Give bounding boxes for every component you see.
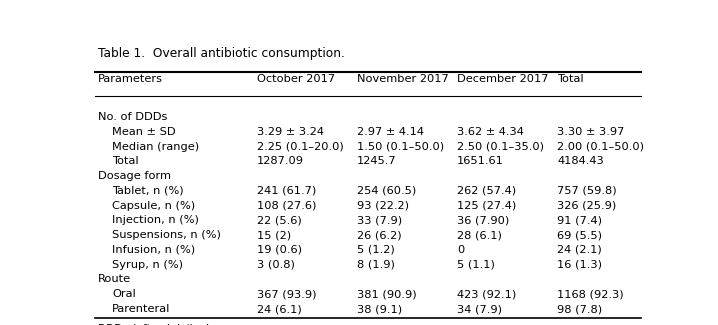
Text: 381 (90.9): 381 (90.9) bbox=[357, 289, 416, 299]
Text: 15 (2): 15 (2) bbox=[257, 230, 291, 240]
Text: 3.30 ± 3.97: 3.30 ± 3.97 bbox=[557, 127, 625, 137]
Text: 3.29 ± 3.24: 3.29 ± 3.24 bbox=[257, 127, 324, 137]
Text: No. of DDDs: No. of DDDs bbox=[98, 112, 167, 122]
Text: October 2017: October 2017 bbox=[257, 74, 335, 84]
Text: DDD: defined daily dose.: DDD: defined daily dose. bbox=[98, 324, 231, 325]
Text: 34 (7.9): 34 (7.9) bbox=[457, 304, 502, 314]
Text: 24 (2.1): 24 (2.1) bbox=[557, 245, 602, 255]
Text: 26 (6.2): 26 (6.2) bbox=[357, 230, 401, 240]
Text: 2.25 (0.1–20.0): 2.25 (0.1–20.0) bbox=[257, 142, 343, 151]
Text: 3.62 ± 4.34: 3.62 ± 4.34 bbox=[457, 127, 524, 137]
Text: December 2017: December 2017 bbox=[457, 74, 549, 84]
Text: 262 (57.4): 262 (57.4) bbox=[457, 186, 516, 196]
Text: 1.50 (0.1–50.0): 1.50 (0.1–50.0) bbox=[357, 142, 444, 151]
Text: 0: 0 bbox=[457, 245, 465, 255]
Text: 69 (5.5): 69 (5.5) bbox=[557, 230, 602, 240]
Text: 16 (1.3): 16 (1.3) bbox=[557, 260, 602, 270]
Text: 241 (61.7): 241 (61.7) bbox=[257, 186, 316, 196]
Text: Mean ± SD: Mean ± SD bbox=[112, 127, 176, 137]
Text: 326 (25.9): 326 (25.9) bbox=[557, 201, 617, 211]
Text: 5 (1.1): 5 (1.1) bbox=[457, 260, 495, 270]
Text: Parameters: Parameters bbox=[98, 74, 163, 84]
Text: 1287.09: 1287.09 bbox=[257, 156, 304, 166]
Text: 98 (7.8): 98 (7.8) bbox=[557, 304, 602, 314]
Text: Table 1.  Overall antibiotic consumption.: Table 1. Overall antibiotic consumption. bbox=[98, 46, 345, 59]
Text: 33 (7.9): 33 (7.9) bbox=[357, 215, 402, 226]
Text: 24 (6.1): 24 (6.1) bbox=[257, 304, 302, 314]
Text: Infusion, n (%): Infusion, n (%) bbox=[112, 245, 195, 255]
Text: Route: Route bbox=[98, 275, 131, 284]
Text: 125 (27.4): 125 (27.4) bbox=[457, 201, 516, 211]
Text: Parenteral: Parenteral bbox=[112, 304, 170, 314]
Text: Median (range): Median (range) bbox=[112, 142, 199, 151]
Text: Oral: Oral bbox=[112, 289, 136, 299]
Text: 2.00 (0.1–50.0): 2.00 (0.1–50.0) bbox=[557, 142, 644, 151]
Text: 22 (5.6): 22 (5.6) bbox=[257, 215, 302, 226]
Text: Syrup, n (%): Syrup, n (%) bbox=[112, 260, 183, 270]
Text: Total: Total bbox=[112, 156, 139, 166]
Text: 1651.61: 1651.61 bbox=[457, 156, 504, 166]
Text: 1168 (92.3): 1168 (92.3) bbox=[557, 289, 624, 299]
Text: 757 (59.8): 757 (59.8) bbox=[557, 186, 617, 196]
Text: Total: Total bbox=[557, 74, 584, 84]
Text: 93 (22.2): 93 (22.2) bbox=[357, 201, 409, 211]
Text: Tablet, n (%): Tablet, n (%) bbox=[112, 186, 184, 196]
Text: 8 (1.9): 8 (1.9) bbox=[357, 260, 395, 270]
Text: 91 (7.4): 91 (7.4) bbox=[557, 215, 602, 226]
Text: 367 (93.9): 367 (93.9) bbox=[257, 289, 316, 299]
Text: 108 (27.6): 108 (27.6) bbox=[257, 201, 316, 211]
Text: 423 (92.1): 423 (92.1) bbox=[457, 289, 516, 299]
Text: 28 (6.1): 28 (6.1) bbox=[457, 230, 502, 240]
Text: Capsule, n (%): Capsule, n (%) bbox=[112, 201, 195, 211]
Text: 4184.43: 4184.43 bbox=[557, 156, 604, 166]
Text: 36 (7.90): 36 (7.90) bbox=[457, 215, 509, 226]
Text: 5 (1.2): 5 (1.2) bbox=[357, 245, 395, 255]
Text: Injection, n (%): Injection, n (%) bbox=[112, 215, 199, 226]
Text: 38 (9.1): 38 (9.1) bbox=[357, 304, 402, 314]
Text: 1245.7: 1245.7 bbox=[357, 156, 396, 166]
Text: Dosage form: Dosage form bbox=[98, 171, 171, 181]
Text: 3 (0.8): 3 (0.8) bbox=[257, 260, 294, 270]
Text: Suspensions, n (%): Suspensions, n (%) bbox=[112, 230, 221, 240]
Text: 254 (60.5): 254 (60.5) bbox=[357, 186, 416, 196]
Text: 19 (0.6): 19 (0.6) bbox=[257, 245, 302, 255]
Text: November 2017: November 2017 bbox=[357, 74, 449, 84]
Text: 2.50 (0.1–35.0): 2.50 (0.1–35.0) bbox=[457, 142, 544, 151]
Text: 2.97 ± 4.14: 2.97 ± 4.14 bbox=[357, 127, 424, 137]
